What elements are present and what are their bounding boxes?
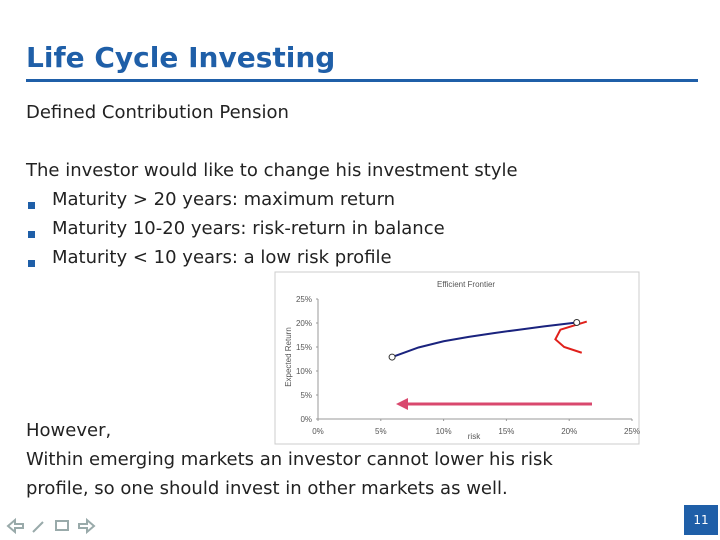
x-tick-label: 20% bbox=[561, 427, 577, 436]
arrow-head bbox=[396, 398, 408, 410]
frontier-point bbox=[388, 353, 396, 361]
x-tick-label: 15% bbox=[498, 427, 514, 436]
subtitle: Defined Contribution Pension bbox=[26, 102, 289, 123]
x-axis-label: risk bbox=[468, 432, 481, 441]
nav-back[interactable] bbox=[6, 517, 24, 535]
series-line bbox=[554, 320, 588, 354]
frontier-point bbox=[573, 319, 581, 327]
y-tick-label: 15% bbox=[296, 343, 312, 352]
x-tick-label: 25% bbox=[624, 427, 640, 436]
series-line bbox=[391, 321, 577, 359]
closing-line: Within emerging markets an investor cann… bbox=[26, 449, 553, 470]
nav-menu[interactable] bbox=[55, 520, 69, 531]
x-tick-label: 10% bbox=[436, 427, 452, 436]
y-axis-label: Expected Return bbox=[284, 327, 293, 387]
nav-pen[interactable] bbox=[32, 521, 44, 533]
bullet-text: Maturity > 20 years: maximum return bbox=[52, 189, 395, 210]
page-number-box bbox=[684, 505, 718, 535]
bullet-icon bbox=[28, 202, 35, 209]
bullet-icon bbox=[28, 231, 35, 238]
closing-line: However, bbox=[26, 420, 111, 441]
y-tick-label: 20% bbox=[296, 319, 312, 328]
bullet-text: Maturity < 10 years: a low risk profile bbox=[52, 247, 392, 268]
y-tick-label: 5% bbox=[300, 391, 312, 400]
y-tick-label: 10% bbox=[296, 367, 312, 376]
bullet-text: Maturity 10-20 years: risk-return in bal… bbox=[52, 218, 445, 239]
y-tick-label: 25% bbox=[296, 295, 312, 304]
slide-title: Life Cycle Investing bbox=[26, 41, 335, 74]
closing-line: profile, so one should invest in other m… bbox=[26, 478, 508, 499]
nav-forward[interactable] bbox=[78, 517, 96, 535]
chart-frame bbox=[274, 271, 640, 445]
bullet-icon bbox=[28, 260, 35, 267]
intro: The investor would like to change his in… bbox=[25, 160, 518, 181]
chart-title: Efficient Frontier bbox=[437, 280, 495, 289]
page-number: 11 bbox=[693, 513, 708, 527]
x-tick-label: 0% bbox=[312, 427, 324, 436]
y-tick-label: 0% bbox=[300, 415, 312, 424]
x-tick-label: 5% bbox=[375, 427, 387, 436]
nav-icons[interactable] bbox=[6, 517, 96, 535]
title-rule bbox=[26, 79, 698, 82]
